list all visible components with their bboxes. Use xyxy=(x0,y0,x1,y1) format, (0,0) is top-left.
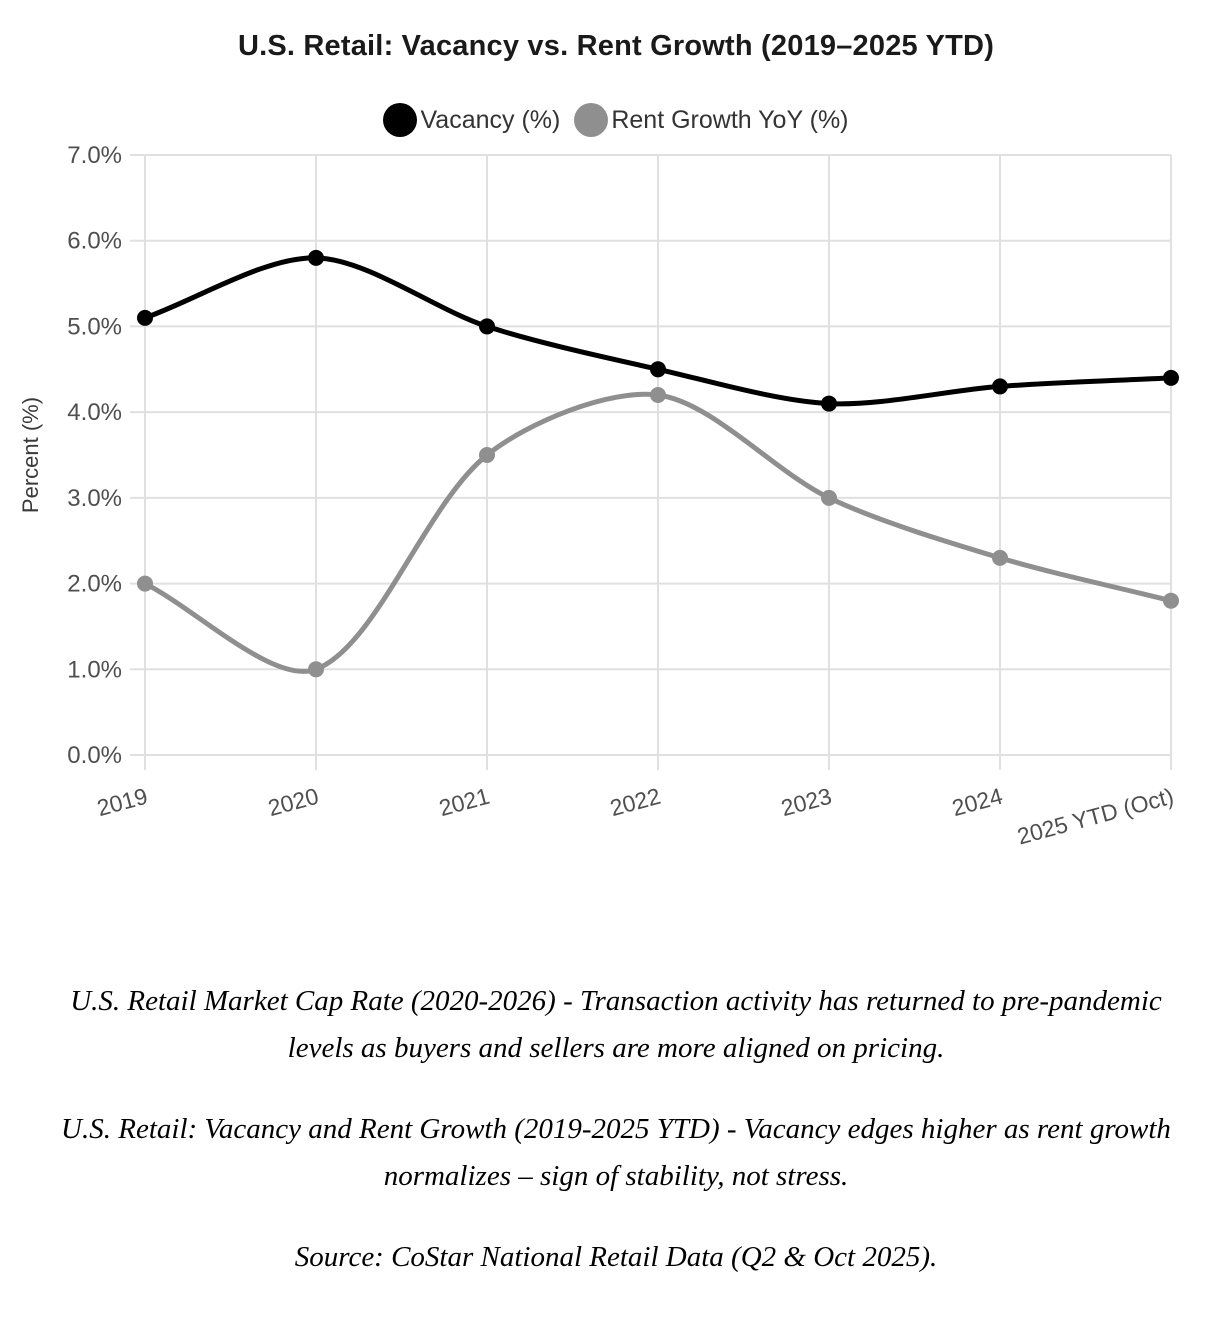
data-point-vacancy xyxy=(821,395,837,412)
caption-cap-rate: U.S. Retail Market Cap Rate (2020-2026) … xyxy=(70,985,1162,1064)
x-tick-label: 2024 xyxy=(949,783,1005,821)
legend-item-vacancy[interactable]: Vacancy (%) xyxy=(383,103,560,137)
data-point-vacancy xyxy=(308,249,324,266)
x-tick-label: 2020 xyxy=(265,783,321,821)
y-tick-label: 4.0% xyxy=(67,399,122,426)
data-point-vacancy xyxy=(1163,369,1179,386)
x-tick-label: 2021 xyxy=(436,783,492,821)
legend-label: Rent Growth YoY (%) xyxy=(611,105,849,134)
data-point-rent-growth xyxy=(308,661,324,678)
x-tick-label: 2022 xyxy=(607,783,663,821)
x-tick-label: 2019 xyxy=(94,783,150,821)
data-point-rent-growth xyxy=(479,447,495,463)
legend-item-rent-growth[interactable]: Rent Growth YoY (%) xyxy=(574,103,849,137)
caption-vacancy-rent: U.S. Retail: Vacancy and Rent Growth (20… xyxy=(61,1112,1171,1192)
legend-swatch xyxy=(574,103,609,137)
y-tick-label: 7.0% xyxy=(67,142,122,169)
data-point-rent-growth xyxy=(821,489,837,506)
y-axis-title: Percent (%) xyxy=(18,397,43,513)
legend-label: Vacancy (%) xyxy=(420,105,561,134)
legend-swatch xyxy=(383,103,418,137)
data-point-rent-growth xyxy=(650,387,666,403)
data-point-vacancy xyxy=(650,361,666,378)
caption-source: Source: CoStar National Retail Data (Q2 … xyxy=(294,1240,938,1273)
y-tick-label: 6.0% xyxy=(67,228,122,255)
y-tick-label: 1.0% xyxy=(67,656,122,683)
data-point-rent-growth xyxy=(992,549,1008,566)
y-tick-label: 0.0% xyxy=(67,742,122,769)
y-tick-label: 3.0% xyxy=(67,485,122,512)
chart-legend: Vacancy (%) Rent Growth YoY (%) xyxy=(0,102,1232,138)
data-point-vacancy xyxy=(992,378,1008,395)
y-tick-label: 2.0% xyxy=(67,571,122,598)
chart-title: U.S. Retail: Vacancy vs. Rent Growth (20… xyxy=(237,30,995,62)
x-tick-label: 2025 YTD (Oct) xyxy=(1014,783,1176,850)
line-chart: 0.0% 1.0% 2.0% 3.0% 4.0% 5.0% 6.0% 7.0% 2019 2020… xyxy=(18,142,1179,850)
data-point-rent-growth xyxy=(137,575,153,592)
captions: U.S. Retail Market Cap Rate (2020-2026) … xyxy=(41,978,1191,1281)
y-tick-label: 5.0% xyxy=(67,313,122,340)
data-point-vacancy xyxy=(137,309,153,326)
data-point-rent-growth xyxy=(1163,592,1179,609)
x-tick-label: 2023 xyxy=(778,783,834,821)
data-point-vacancy xyxy=(479,318,495,335)
